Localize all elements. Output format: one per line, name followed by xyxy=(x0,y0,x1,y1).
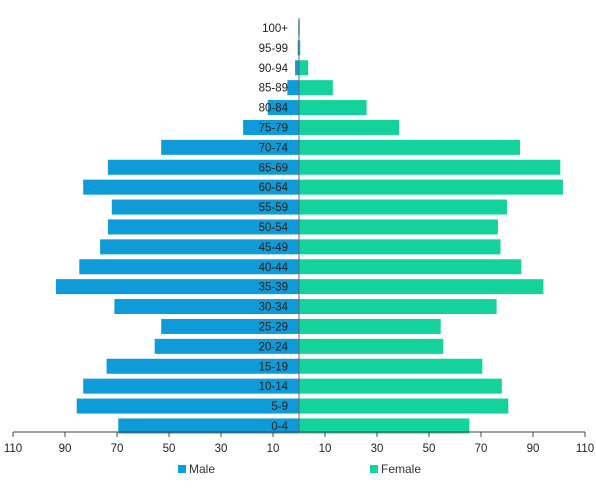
x-tick-label: 10 xyxy=(267,443,280,455)
legend-swatch-male xyxy=(178,465,186,473)
bar-female-20-24[interactable] xyxy=(299,338,444,354)
x-tick-label: 30 xyxy=(215,443,228,455)
x-tick-label: 50 xyxy=(163,443,176,455)
legend-label-male: Male xyxy=(189,462,216,476)
x-tick-label: 90 xyxy=(527,443,540,455)
bar-male-20-24[interactable] xyxy=(154,338,299,354)
age-label-5-9: 5-9 xyxy=(271,401,288,413)
age-label-70-74: 70-74 xyxy=(259,142,289,154)
bar-male-65-69[interactable] xyxy=(107,159,300,175)
age-label-90-94: 90-94 xyxy=(259,63,289,75)
bar-female-10-14[interactable] xyxy=(299,378,502,394)
bar-female-30-34[interactable] xyxy=(299,299,497,315)
age-label-35-39: 35-39 xyxy=(259,282,288,294)
x-tick-label: 90 xyxy=(59,443,72,455)
bar-female-25-29[interactable] xyxy=(299,318,441,334)
legend-item-female[interactable]: Female xyxy=(370,462,421,476)
bar-female-50-54[interactable] xyxy=(299,219,498,235)
age-label-25-29: 25-29 xyxy=(259,321,288,333)
x-tick-label: 70 xyxy=(475,443,488,455)
age-label-40-44: 40-44 xyxy=(259,262,289,274)
age-label-30-34: 30-34 xyxy=(259,302,289,314)
age-label-20-24: 20-24 xyxy=(259,341,289,353)
bar-male-95-99[interactable] xyxy=(297,40,299,56)
age-label-0-4: 0-4 xyxy=(271,421,288,433)
bar-female-75-79[interactable] xyxy=(299,119,400,135)
legend-swatch-female xyxy=(370,465,378,473)
bar-male-90-94[interactable] xyxy=(295,60,299,76)
bar-female-55-59[interactable] xyxy=(299,199,507,215)
bar-female-65-69[interactable] xyxy=(299,159,561,175)
age-label-60-64: 60-64 xyxy=(259,182,289,194)
bar-male-60-64[interactable] xyxy=(83,179,299,195)
bar-male-85-89[interactable] xyxy=(287,80,299,96)
bar-male-55-59[interactable] xyxy=(111,199,299,215)
bar-male-15-19[interactable] xyxy=(106,358,299,374)
bar-male-45-49[interactable] xyxy=(100,239,299,255)
bar-female-95-99[interactable] xyxy=(299,40,301,56)
bar-male-70-74[interactable] xyxy=(161,139,299,155)
age-label-50-54: 50-54 xyxy=(259,222,289,234)
bar-female-60-64[interactable] xyxy=(299,179,563,195)
bar-male-35-39[interactable] xyxy=(55,279,300,295)
x-axis: 110 90 70 50 30 10 10 30 50 70 90 110 xyxy=(4,431,594,455)
x-tick-label: 110 xyxy=(576,443,594,455)
age-label-75-79: 75-79 xyxy=(259,122,288,134)
age-group-labels: 100+ 95-99 90-94 85-89 80-84 75-79 70-74 65-69 6… xyxy=(259,23,289,433)
age-label-85-89: 85-89 xyxy=(259,83,288,95)
age-label-65-69: 65-69 xyxy=(259,162,288,174)
bar-female-35-39[interactable] xyxy=(299,279,544,295)
x-tick-label: 110 xyxy=(4,443,22,455)
bar-female-0-4[interactable] xyxy=(299,418,470,434)
female-bars xyxy=(299,20,563,434)
age-label-95-99: 95-99 xyxy=(259,43,288,55)
age-label-100+: 100+ xyxy=(262,23,288,35)
bar-female-70-74[interactable] xyxy=(299,139,520,155)
age-label-15-19: 15-19 xyxy=(259,361,288,373)
bar-male-40-44[interactable] xyxy=(79,259,299,275)
bar-female-40-44[interactable] xyxy=(299,259,522,275)
bar-female-15-19[interactable] xyxy=(299,358,483,374)
legend-label-female: Female xyxy=(381,462,422,476)
bar-male-10-14[interactable] xyxy=(83,378,299,394)
bar-male-5-9[interactable] xyxy=(76,398,299,414)
bar-male-50-54[interactable] xyxy=(107,219,300,235)
age-label-45-49: 45-49 xyxy=(259,242,288,254)
bar-female-45-49[interactable] xyxy=(299,239,501,255)
x-tick-label: 50 xyxy=(423,443,436,455)
legend: Male Female xyxy=(0,462,596,482)
bar-male-0-4[interactable] xyxy=(118,418,299,434)
legend-item-male[interactable]: Male xyxy=(178,462,215,476)
bar-male-25-29[interactable] xyxy=(161,318,299,334)
male-bars xyxy=(55,20,300,434)
bar-female-5-9[interactable] xyxy=(299,398,509,414)
bar-female-85-89[interactable] xyxy=(299,80,333,96)
x-tick-label: 10 xyxy=(319,443,332,455)
x-tick-label: 30 xyxy=(371,443,384,455)
bar-male-75-79[interactable] xyxy=(243,119,299,135)
age-label-80-84: 80-84 xyxy=(259,103,289,115)
bar-female-80-84[interactable] xyxy=(299,100,367,116)
bar-female-90-94[interactable] xyxy=(299,60,309,76)
bar-male-80-84[interactable] xyxy=(267,100,299,116)
age-label-10-14: 10-14 xyxy=(259,381,289,393)
x-tick-label: 70 xyxy=(111,443,124,455)
age-label-55-59: 55-59 xyxy=(259,202,288,214)
bar-male-30-34[interactable] xyxy=(114,299,300,315)
